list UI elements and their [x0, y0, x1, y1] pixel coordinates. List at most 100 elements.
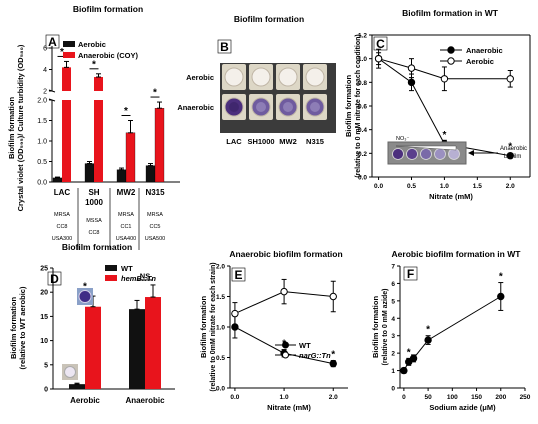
panel-a-ytick-label-lower: 0.5: [37, 159, 47, 166]
panel-a-ytick-label-lower: 1.0: [37, 139, 47, 146]
panel-e-ytick-label: 1.0: [216, 325, 225, 332]
panel-a-bar-Anaerobic (COY)-LAC-lower: [62, 100, 71, 182]
panel-b-well-Aerobic-LAC: [224, 67, 244, 87]
panel-c-ylabel-2: (relative to 0 mM nitrate for each condi…: [355, 34, 362, 178]
panel-b-well-center: [310, 102, 320, 112]
panel-c-xtick-label: 1.5: [473, 183, 482, 190]
panel-b-column-label: LAC: [226, 137, 242, 146]
panel-f-sig-star: *: [426, 325, 430, 336]
panel-c-letter: C: [376, 37, 385, 51]
panel-b-row-label: Anaerobic: [177, 103, 214, 112]
panel-a-ytick-label-lower: 0.0: [37, 180, 47, 187]
panel-a-category-label: LAC: [54, 188, 71, 197]
panel-c-legend-label: Aerobic: [466, 57, 494, 66]
panel-c-ytick-label: 0.6: [358, 104, 367, 111]
panel-e-legend-marker-1: [282, 351, 289, 359]
panel-a-category-sub: MRSA: [54, 212, 70, 218]
panel-f-ytick-label: 3: [391, 333, 395, 340]
panel-a-category-label: 1000: [85, 198, 103, 207]
panel-e-letter-box: [231, 267, 246, 282]
panel-e-legend-marker-0: [282, 341, 289, 349]
panel-b-well-center: [256, 102, 266, 112]
panel-e-xlabel: Nitrate (mM): [267, 403, 311, 412]
panel-c-series-line-1: [378, 58, 511, 80]
panel-a-sig-star: *: [124, 106, 128, 117]
panel-f-ytick-label: 5: [391, 298, 395, 305]
panel-e-xtick-label: 0.0: [230, 394, 239, 401]
panel-e-point-narG::Tn-0: [231, 309, 239, 318]
panel-a-ytick-label-lower: 1.5: [37, 118, 47, 125]
panel-a-bar-Anaerobic (COY)-N315: [154, 108, 165, 183]
panel-e-sig-star: *: [331, 350, 335, 361]
panel-f-letter-box: [403, 266, 418, 281]
panel-f-series-line-0: [403, 296, 502, 371]
panel-d-legend-label: hemB::Tn: [121, 274, 156, 283]
panel-b-row-label: Aerobic: [186, 73, 214, 82]
panel-d-ylabel-2: (relative to WT aerobic): [18, 286, 27, 369]
panel-a-legend-label: Aerobic: [78, 40, 106, 49]
panel-f-ylabel: Biofilm formation: [371, 296, 380, 358]
panel-e-letter: E: [234, 268, 242, 282]
panel-f-xtick-label: 0: [402, 394, 406, 401]
panel-d-ytick-label: 10: [40, 338, 48, 345]
panel-d-well-wt: [64, 366, 76, 378]
panel-d-letter-box: [47, 271, 62, 286]
panel-a-ytick-label-upper: 2: [43, 89, 47, 96]
panel-a-bar-Aerobic-SH 1000: [84, 163, 95, 183]
panel-f-title: Aerobic biofilm formation in WT: [392, 249, 522, 259]
panel-c-xlabel: Nitrate (mM): [429, 192, 473, 201]
panel-c-point-Anaerobic-2: [506, 152, 514, 160]
panel-c-legend-marker-1: [447, 57, 455, 65]
panel-f-sig-star: *: [407, 347, 411, 358]
panel-d-well-mutant: [78, 290, 92, 303]
panel-a-bar-Aerobic-MW2: [116, 169, 127, 183]
panel-d-ylabel: Biofilm formation: [9, 297, 18, 359]
panel-c-ytick-label: 0.2: [358, 151, 367, 158]
panel-a-bar-Anaerobic (COY)-SH 1000-lower: [94, 100, 103, 182]
panel-c-inset-well: [448, 148, 460, 160]
panel-d-ytick-label: 5: [44, 362, 48, 369]
panel-c-inset-well: [420, 148, 432, 160]
panel-a-category-sub: USA400: [116, 236, 137, 242]
panel-e-point-WT-2: [329, 359, 337, 368]
panel-a-letter: A: [48, 35, 57, 49]
panel-a-category-sub: CC8: [56, 224, 67, 230]
panel-a-bar-Anaerobic (COY)-SH 1000-upper: [94, 77, 103, 91]
panel-f-ytick-label: 6: [391, 281, 395, 288]
panel-f-ytick-label: 4: [391, 316, 395, 323]
panel-a-category-sub: MRSA: [147, 212, 163, 218]
panel-f-sig-star: *: [499, 272, 503, 283]
panel-d-category-label: Anaerobic: [125, 396, 165, 405]
panel-c-inset-gradient: [395, 145, 457, 151]
panel-c-inset-arrow-label: Anaerobic: [500, 146, 527, 152]
panel-c-sig-star: *: [442, 130, 446, 141]
panel-b-title: Biofilm formation: [234, 14, 304, 24]
panel-c-ytick-label: 0.8: [358, 80, 367, 87]
panel-f-xtick-label: 50: [424, 394, 432, 401]
panel-b-well-Aerobic-MW2: [278, 67, 298, 87]
panel-a-ytick-label-upper: 6: [43, 46, 47, 53]
panel-e-legend-label: WT: [299, 341, 311, 350]
panel-d-bar-WT-Anaerobic: [129, 309, 145, 389]
panel-d-title: Biofilm formation: [62, 242, 132, 252]
panel-d-ytick-label: 0: [44, 387, 48, 394]
panel-d-bar-hemB::Tn-Anaerobic: [145, 297, 161, 389]
panel-d-legend-swatch-1: [105, 275, 117, 281]
panel-d-legend-label: WT: [121, 264, 133, 273]
panel-a-bar-Anaerobic (COY)-MW2: [125, 132, 136, 183]
panel-f-point-WT-200: [497, 292, 505, 301]
panel-a-category-sub: USA500: [145, 236, 166, 242]
panel-a-legend-label: Anaerobic (COY): [78, 51, 139, 60]
panel-b-well-Aerobic-N315: [305, 67, 325, 87]
panel-e-ytick-label: 1.5: [216, 294, 225, 301]
panel-a-bar-Aerobic-N315: [145, 165, 156, 183]
panel-c-letter-box: [373, 36, 388, 51]
panel-a-bar-Aerobic-LAC: [52, 177, 63, 183]
panel-e-ylabel: Biofilm formation: [199, 296, 208, 358]
panel-f-xtick-label: 100: [447, 394, 458, 401]
panel-a-sig-star: *: [153, 88, 157, 99]
panel-f-ytick-label: 0: [391, 386, 395, 393]
panel-d-legend-swatch-0: [105, 265, 117, 271]
panel-d-letter: D: [50, 272, 59, 286]
panel-e-legend-label: narG::Tn: [299, 351, 331, 360]
